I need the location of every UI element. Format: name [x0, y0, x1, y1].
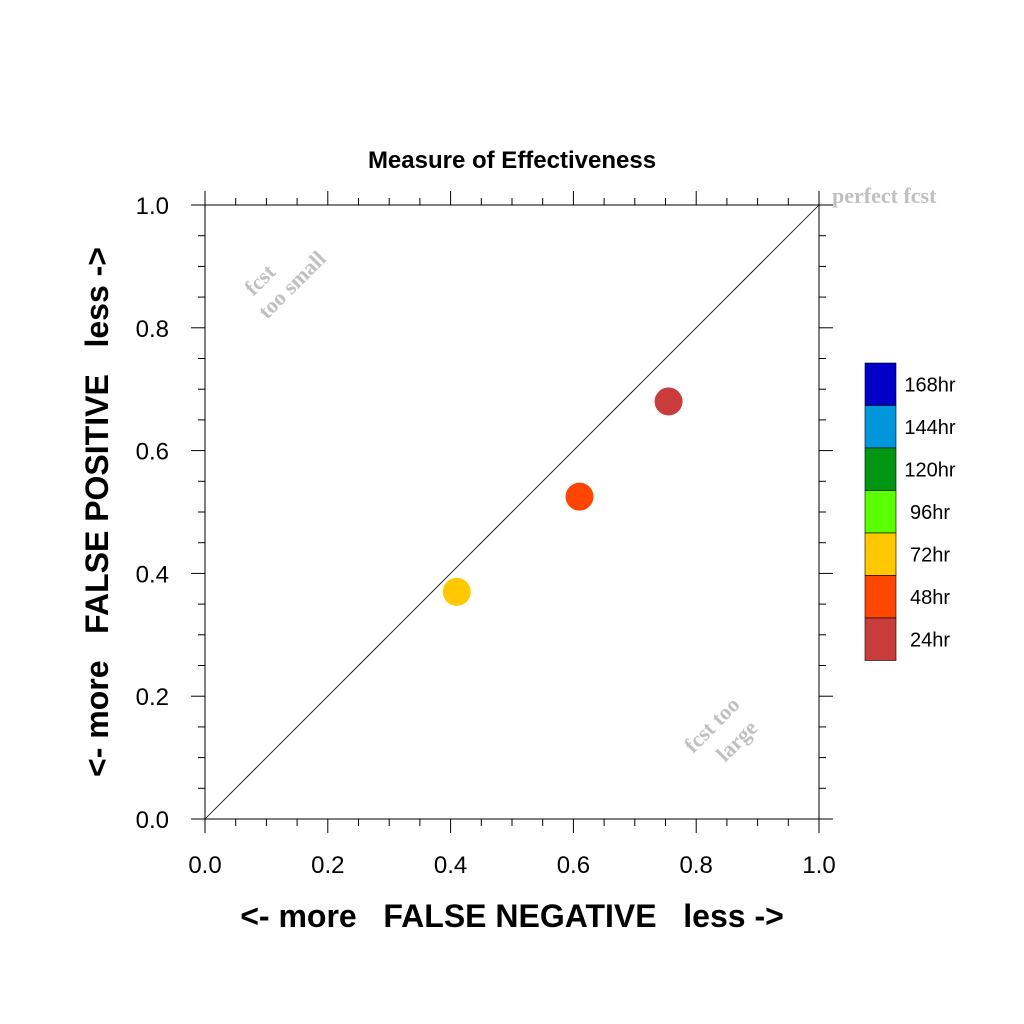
legend: 168hr 144hr 120hr 96hr 72hr 48hr 24hr	[864, 362, 956, 661]
x-tick-label: 0.2	[311, 852, 344, 879]
legend-swatch-168hr	[864, 362, 897, 406]
data-points	[442, 387, 683, 606]
legend-swatch-72hr	[864, 532, 897, 576]
y-tick-label: 0.2	[136, 684, 169, 711]
legend-label-168hr: 168hr	[904, 374, 955, 396]
chart-title: Measure of Effectiveness	[368, 147, 656, 174]
y-axis-label: <- more FALSE POSITIVE less ->	[79, 247, 115, 777]
annotation-perfect-fcst: perfect fcst	[832, 183, 937, 208]
legend-swatch-96hr	[864, 490, 897, 534]
x-tick-label: 0.0	[188, 852, 221, 879]
legend-label-120hr: 120hr	[904, 459, 955, 481]
legend-label-72hr: 72hr	[910, 544, 950, 566]
data-point-72hr	[442, 577, 471, 606]
y-tick-label: 0.8	[136, 316, 169, 343]
legend-label-96hr: 96hr	[910, 502, 950, 524]
legend-swatch-24hr	[864, 617, 897, 661]
legend-swatch-120hr	[864, 447, 897, 491]
x-axis-label: <- more FALSE NEGATIVE less ->	[240, 898, 784, 934]
y-tick-label: 1.0	[136, 193, 169, 220]
y-tick-label: 0.0	[136, 807, 169, 834]
legend-label-24hr: 24hr	[910, 629, 950, 651]
tick-labels: 0.0 0.2 0.4 0.6 0.8 1.0 0.0 0.2 0.4 0.6 0.8 1.0	[136, 193, 836, 879]
legend-label-48hr: 48hr	[910, 587, 950, 609]
legend-swatch-144hr	[864, 405, 897, 449]
x-tick-label: 0.6	[557, 852, 590, 879]
axis-ticks	[191, 191, 833, 833]
x-tick-label: 0.4	[434, 852, 467, 879]
legend-swatch-48hr	[864, 575, 897, 619]
y-tick-label: 0.4	[136, 561, 169, 588]
x-tick-label: 1.0	[802, 852, 835, 879]
legend-label-144hr: 144hr	[904, 417, 955, 439]
data-point-24hr	[654, 387, 683, 416]
perfect-forecast-line	[204, 204, 820, 820]
x-tick-label: 0.8	[680, 852, 713, 879]
data-point-48hr	[565, 482, 594, 511]
y-tick-label: 0.6	[136, 439, 169, 466]
